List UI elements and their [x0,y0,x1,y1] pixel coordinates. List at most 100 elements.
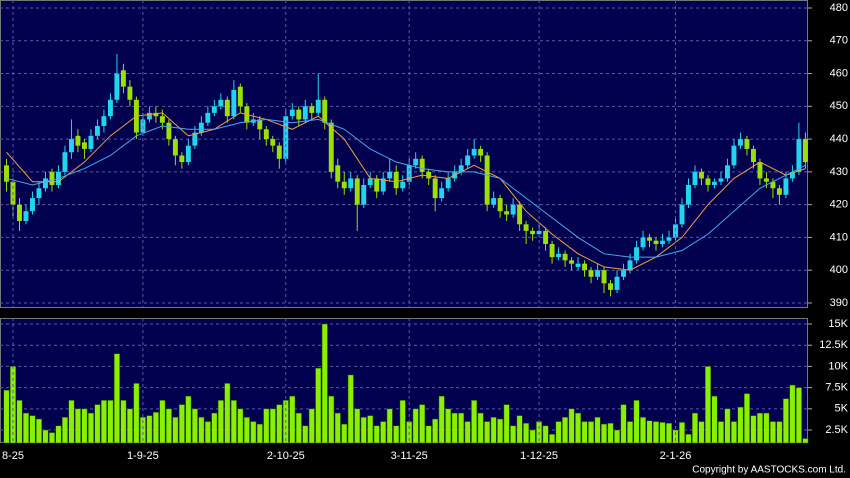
volume-bar [581,421,588,444]
volume-bar [302,425,309,444]
candle-body [185,145,191,163]
volume-bar [419,404,426,444]
candle-body [263,129,269,140]
volume-bar [750,415,757,444]
volume-bar [607,422,614,444]
candle-body [4,165,9,182]
volume-bar [646,420,653,444]
candle-body [387,171,393,179]
candle-body [198,122,204,133]
y-tick-label: 460 [830,67,848,79]
candle-body [763,178,769,182]
candle-body [666,237,672,241]
volume-bar [315,367,322,444]
candle-body [634,247,639,261]
y-tick-label: 10K [828,360,848,372]
y-tick-label: 15K [828,318,848,330]
volume-bar [471,400,478,444]
candle-body [686,184,691,205]
volume-bar [659,422,666,444]
y-tick-label: 7.5K [825,382,848,394]
candle-body [276,145,282,159]
candle-body [328,122,334,172]
volume-bar [464,421,471,444]
volume-bar [795,387,802,444]
volume-bar [113,353,120,444]
candle-body [367,178,373,185]
volume-bar [185,395,192,444]
candle-body [543,230,549,244]
candle-body [237,86,243,107]
volume-bar [737,406,744,444]
y-tick-label: 420 [830,199,848,211]
volume-bar [503,404,510,444]
volume-bar [172,417,179,444]
volume-bar [211,412,218,444]
candle-body [114,73,120,100]
volume-bar [380,421,387,444]
volume-bar [354,408,361,444]
volume-bar [295,412,302,444]
volume-bar [451,412,458,444]
volume-bar [178,404,185,444]
candle-body [737,139,743,146]
candle-body [49,171,55,185]
candle-body [75,135,81,146]
candle-body [17,204,22,222]
candle-body [127,86,133,100]
volume-bar [328,395,335,444]
volume-bar [568,408,575,444]
candle-body [549,243,555,258]
volume-bar [393,425,400,444]
x-tick-label: 2-1-26 [660,450,692,462]
candle-body [146,112,152,120]
candle-body [679,204,685,225]
candle-body [647,237,652,241]
volume-bar [120,400,127,444]
candle-body [153,112,159,117]
volume-bar [81,408,88,444]
volume-bar [510,425,517,444]
candle-body [179,155,185,163]
candle-body [653,240,659,244]
candle-body [757,162,763,179]
candle-body [426,171,432,179]
candle-body [718,178,724,182]
y-tick-label: 410 [830,231,848,243]
candle-body [159,116,165,123]
candle-body [374,178,380,192]
price-panel [0,0,808,308]
volume-bar [594,417,601,444]
volume-bar [256,423,263,444]
candle-body [491,198,497,205]
candle-body [601,270,607,284]
candle-body [783,178,789,195]
candle-body [510,204,516,215]
candle-body [94,125,100,136]
volume-bar [74,408,81,444]
candle-body [296,109,302,120]
x-tick-label: 1-12-25 [520,450,558,462]
candle-body [575,263,581,267]
candle-body [218,99,224,107]
volume-bar [724,408,731,444]
candle-body [523,224,529,231]
volume-bar [334,412,341,444]
volume-bar [263,408,270,444]
volume-bar [529,429,536,444]
volume-bar [250,421,257,444]
volume-bar [776,421,783,444]
candle-body [192,132,198,146]
candle-body [107,99,113,117]
volume-bar [432,418,439,444]
candle-body [140,119,146,133]
candle-body [36,188,42,199]
x-tick-label: 1-9-25 [127,450,159,462]
volume-bar [152,411,159,444]
volume-bar [16,400,23,444]
candle-body [361,184,367,205]
candle-body [588,270,594,277]
volume-bar [230,400,237,444]
candle-body [731,145,737,166]
volume-bar [711,395,718,444]
